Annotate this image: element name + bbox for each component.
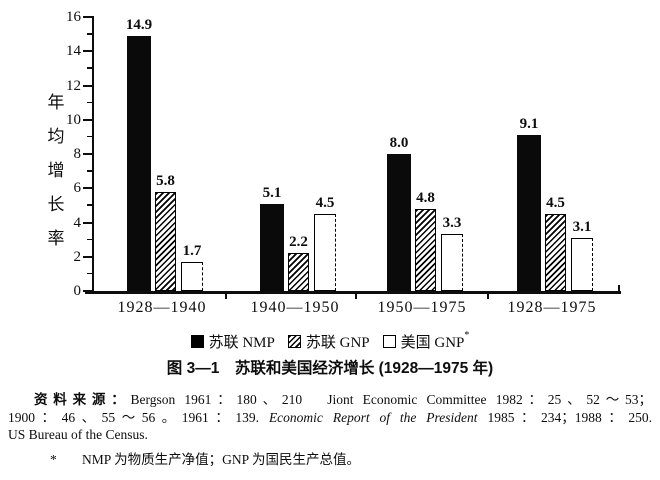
y-tick-label: 16 <box>66 9 81 25</box>
bar-solid-black <box>517 135 541 291</box>
y-tick-label: 0 <box>73 283 82 299</box>
legend-label: 苏联 NMP <box>208 335 275 351</box>
y-minor-tick <box>87 170 92 172</box>
bar-value-label: 2.2 <box>289 234 308 251</box>
y-major-tick <box>83 153 92 155</box>
x-axis-tick <box>487 293 489 299</box>
bar-value-label: 4.5 <box>546 194 565 211</box>
bar-value-label: 3.3 <box>442 215 462 232</box>
bar-solid-black <box>260 203 284 291</box>
legend-item: 苏联 NMP <box>190 331 275 352</box>
legend-swatch-solid-black-icon <box>190 335 204 348</box>
source-line-3: US Bureau of the Census. <box>8 427 148 442</box>
y-tick-label: 10 <box>66 111 81 128</box>
y-minor-tick <box>87 204 92 206</box>
bar-value-label: 4.5 <box>315 194 335 211</box>
y-minor-tick <box>87 238 92 241</box>
y-major-tick <box>83 118 92 121</box>
bar-hatched <box>415 208 436 291</box>
legend-label: 苏联 GNP <box>305 335 370 351</box>
y-axis-title-char: 率 <box>47 229 65 248</box>
y-axis-title-char: 增 <box>47 161 65 180</box>
y-tick-label: 14 <box>66 43 81 60</box>
bar-solid-black <box>127 35 151 291</box>
bar-white-outline <box>441 234 463 291</box>
bar-value-label: 1.7 <box>182 242 202 259</box>
figure-caption: 图 3—1 苏联和美国经济增长 (1928—1975 年) <box>166 360 494 377</box>
y-tick-label: 2 <box>73 248 82 265</box>
footnote-asterisk: * <box>50 451 57 467</box>
source-line-2-pre: 1900：46、55～56。1961：139. <box>8 409 269 425</box>
y-major-tick <box>83 221 92 224</box>
bar-chart: 年均增长率 0 2 4 6 8 10 12 14 16 14.9 5.8 1.7 1928—1940 5.… <box>46 9 621 316</box>
y-major-tick <box>83 290 92 292</box>
y-minor-tick <box>87 135 92 138</box>
bar-value-label: 5.8 <box>156 172 175 189</box>
footnote: * NMP 为物质生产净值；GNP 为国民生产总值。 <box>8 451 652 469</box>
x-tick-label: 1940—1950 <box>250 299 340 316</box>
y-minor-tick <box>87 272 92 275</box>
y-axis-title: 年均增长率 <box>46 88 66 249</box>
y-axis-title-char: 年 <box>47 93 65 112</box>
x-tick-label: 1928—1940 <box>117 299 207 316</box>
y-major-tick <box>83 255 92 258</box>
y-minor-tick <box>87 101 92 104</box>
y-minor-tick <box>87 33 92 35</box>
source-block: 资料来源：Bergson 1961：180、210 Jiont Economic… <box>8 391 652 468</box>
source-line-2: 1900：46、55～56。1961：139. Economic Report … <box>8 409 652 427</box>
bar-hatched <box>288 253 309 291</box>
source-line-2-post: 1985：234；1988：250. <box>477 409 653 425</box>
y-tick-label: 6 <box>73 180 82 197</box>
bar-value-label: 4.8 <box>416 189 435 206</box>
source-line-1-text: Bergson 1961：180、210 Jiont Economic Comm… <box>130 392 653 407</box>
bar-hatched <box>155 191 176 291</box>
bar-white-outline <box>181 261 203 291</box>
y-major-tick <box>83 84 92 87</box>
legend-label: 美国 GNP* <box>400 330 470 352</box>
bar-value-label: 14.9 <box>125 16 153 33</box>
source-line-1: 资料来源：Bergson 1961：180、210 Jiont Economic… <box>8 391 652 409</box>
footnote-text: NMP 为物质生产净值；GNP 为国民生产总值。 <box>82 451 361 467</box>
x-axis-tick <box>225 293 227 299</box>
y-major-tick <box>83 50 92 53</box>
y-major-tick <box>83 16 92 18</box>
legend-item: 苏联 GNP <box>287 331 370 352</box>
legend-note-marker: * <box>464 330 470 341</box>
source-line-2-italic: Economic Report of the President <box>268 409 478 425</box>
bar-white-outline <box>314 213 336 291</box>
y-tick-label: 8 <box>73 146 82 162</box>
bar-hatched <box>545 213 566 291</box>
chart-legend: 苏联 NMP 苏联 GNP 美国 GNP* <box>0 331 660 352</box>
y-minor-tick <box>87 67 92 69</box>
bar-white-outline <box>571 237 593 291</box>
y-axis-title-char: 长 <box>47 195 65 214</box>
legend-swatch-white-outline-icon <box>382 335 396 348</box>
y-axis <box>92 16 94 293</box>
x-axis-tick <box>355 293 357 299</box>
y-axis-title-char: 均 <box>47 127 65 146</box>
legend-item: 美国 GNP* <box>382 330 470 352</box>
x-axis-end-tick <box>618 285 620 291</box>
y-major-tick <box>83 187 92 190</box>
x-tick-label: 1950—1975 <box>377 299 467 316</box>
x-tick-label: 1928—1975 <box>507 299 597 316</box>
legend-swatch-hatched-icon <box>287 335 301 348</box>
bar-value-label: 9.1 <box>519 116 539 133</box>
bar-solid-black <box>387 154 411 291</box>
y-tick-label: 4 <box>73 214 82 231</box>
bar-value-label: 5.1 <box>262 184 282 201</box>
bar-value-label: 3.1 <box>572 218 592 235</box>
y-tick-label: 12 <box>66 77 81 94</box>
bar-value-label: 8.0 <box>389 135 409 151</box>
x-axis <box>85 291 621 294</box>
source-label: 资料来源： <box>34 392 131 407</box>
